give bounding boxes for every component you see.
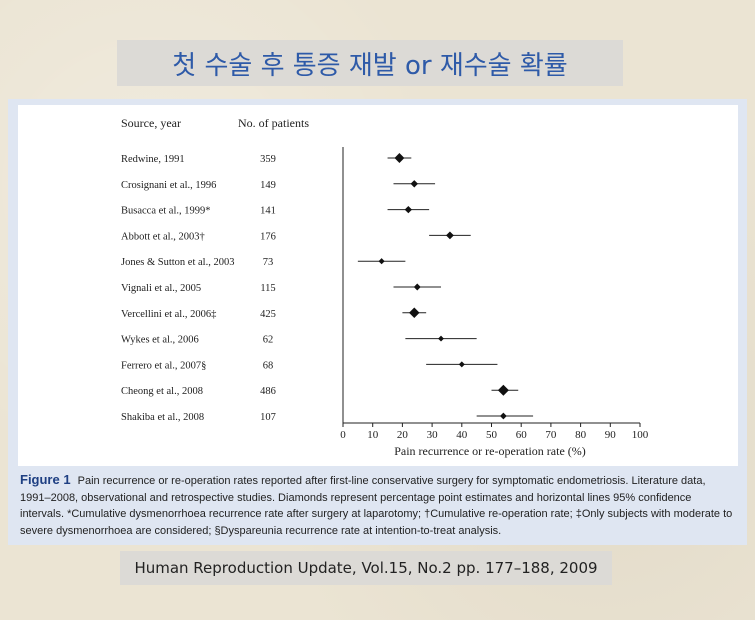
row-patients: 149 bbox=[260, 180, 276, 191]
x-tick-label: 10 bbox=[367, 429, 379, 441]
forest-row: Redwine, 1991 359 bbox=[121, 153, 412, 165]
citation: Human Reproduction Update, Vol.15, No.2 … bbox=[120, 551, 612, 585]
row-patients: 107 bbox=[260, 412, 276, 423]
column-header-source: Source, year bbox=[121, 116, 181, 130]
row-source: Wykes et al., 2006 bbox=[121, 335, 199, 346]
figure-caption-label: Figure 1 bbox=[20, 472, 71, 487]
column-header-patients: No. of patients bbox=[238, 116, 309, 130]
row-source: Redwine, 1991 bbox=[121, 154, 185, 165]
point-estimate-diamond bbox=[446, 231, 454, 240]
row-source: Jones & Sutton et al., 2003 bbox=[121, 257, 234, 268]
row-source: Cheong et al., 2008 bbox=[121, 386, 203, 397]
row-patients: 176 bbox=[260, 231, 276, 242]
row-source: Abbott et al., 2003† bbox=[121, 231, 205, 242]
point-estimate-diamond bbox=[500, 412, 507, 420]
figure-caption: Figure 1 Pain recurrence or re-operation… bbox=[20, 472, 736, 539]
point-estimate-diamond bbox=[413, 283, 421, 291]
point-estimate-diamond bbox=[409, 307, 420, 319]
row-patients: 425 bbox=[260, 309, 276, 320]
row-patients: 115 bbox=[260, 283, 275, 294]
x-tick-label: 70 bbox=[545, 429, 557, 441]
forest-plot: Source, year No. of patients Redwine, 19… bbox=[121, 116, 649, 458]
forest-row: Shakiba et al., 2008 107 bbox=[121, 412, 534, 423]
x-axis-label: Pain recurrence or re-operation rate (%) bbox=[394, 444, 586, 458]
x-tick-label: 20 bbox=[397, 429, 409, 441]
forest-row: Vercellini et al., 2006‡ 425 bbox=[121, 307, 427, 320]
forest-row: Abbott et al., 2003† 176 bbox=[121, 231, 471, 242]
row-source: Vercellini et al., 2006‡ bbox=[121, 309, 216, 320]
point-estimate-diamond bbox=[410, 180, 418, 188]
x-tick-label: 0 bbox=[340, 429, 346, 441]
row-source: Crosignani et al., 1996 bbox=[121, 180, 216, 191]
forest-row: Busacca et al., 1999* 141 bbox=[121, 205, 430, 217]
row-patients: 62 bbox=[263, 335, 274, 346]
row-source: Busacca et al., 1999* bbox=[121, 206, 211, 217]
row-patients: 359 bbox=[260, 154, 276, 165]
x-tick-label: 30 bbox=[427, 429, 439, 441]
forest-row: Cheong et al., 2008 486 bbox=[121, 384, 519, 397]
forest-row: Wykes et al., 2006 62 bbox=[121, 335, 477, 346]
forest-row: Crosignani et al., 1996 149 bbox=[121, 180, 436, 191]
point-estimate-diamond bbox=[404, 205, 412, 214]
row-source: Ferrero et al., 2007§ bbox=[121, 360, 206, 371]
x-tick-label: 90 bbox=[605, 429, 617, 441]
figure-caption-text: Pain recurrence or re-operation rates re… bbox=[20, 475, 733, 537]
x-tick-label: 80 bbox=[575, 429, 587, 441]
x-tick-label: 100 bbox=[632, 429, 649, 441]
row-patients: 486 bbox=[260, 386, 276, 397]
forest-row: Vignali et al., 2005 115 bbox=[121, 283, 442, 294]
row-patients: 141 bbox=[260, 206, 276, 217]
rows-layer: Redwine, 1991 359 Crosignani et al., 1996 1… bbox=[121, 153, 534, 423]
point-estimate-diamond bbox=[458, 361, 465, 368]
point-estimate-diamond bbox=[378, 258, 385, 265]
row-source: Shakiba et al., 2008 bbox=[121, 412, 204, 423]
point-estimate-diamond bbox=[394, 153, 405, 163]
x-tick-label: 50 bbox=[486, 429, 498, 441]
forest-row: Jones & Sutton et al., 2003 73 bbox=[121, 257, 406, 268]
figure-plot-area: Source, year No. of patients Redwine, 19… bbox=[18, 105, 738, 466]
x-tick-label: 40 bbox=[456, 429, 468, 441]
x-axis: 0 10 20 30 40 50 60 70 80 90 100 bbox=[340, 147, 649, 441]
x-tick-label: 60 bbox=[516, 429, 528, 441]
figure-panel: Source, year No. of patients Redwine, 19… bbox=[8, 99, 747, 545]
point-estimate-diamond bbox=[438, 335, 444, 342]
row-patients: 68 bbox=[263, 360, 274, 371]
slide-title: 첫 수술 후 통증 재발 or 재수술 확률 bbox=[117, 40, 623, 86]
point-estimate-diamond bbox=[497, 384, 509, 396]
forest-row: Ferrero et al., 2007§ 68 bbox=[121, 360, 498, 371]
row-source: Vignali et al., 2005 bbox=[121, 283, 201, 294]
row-patients: 73 bbox=[263, 257, 274, 268]
